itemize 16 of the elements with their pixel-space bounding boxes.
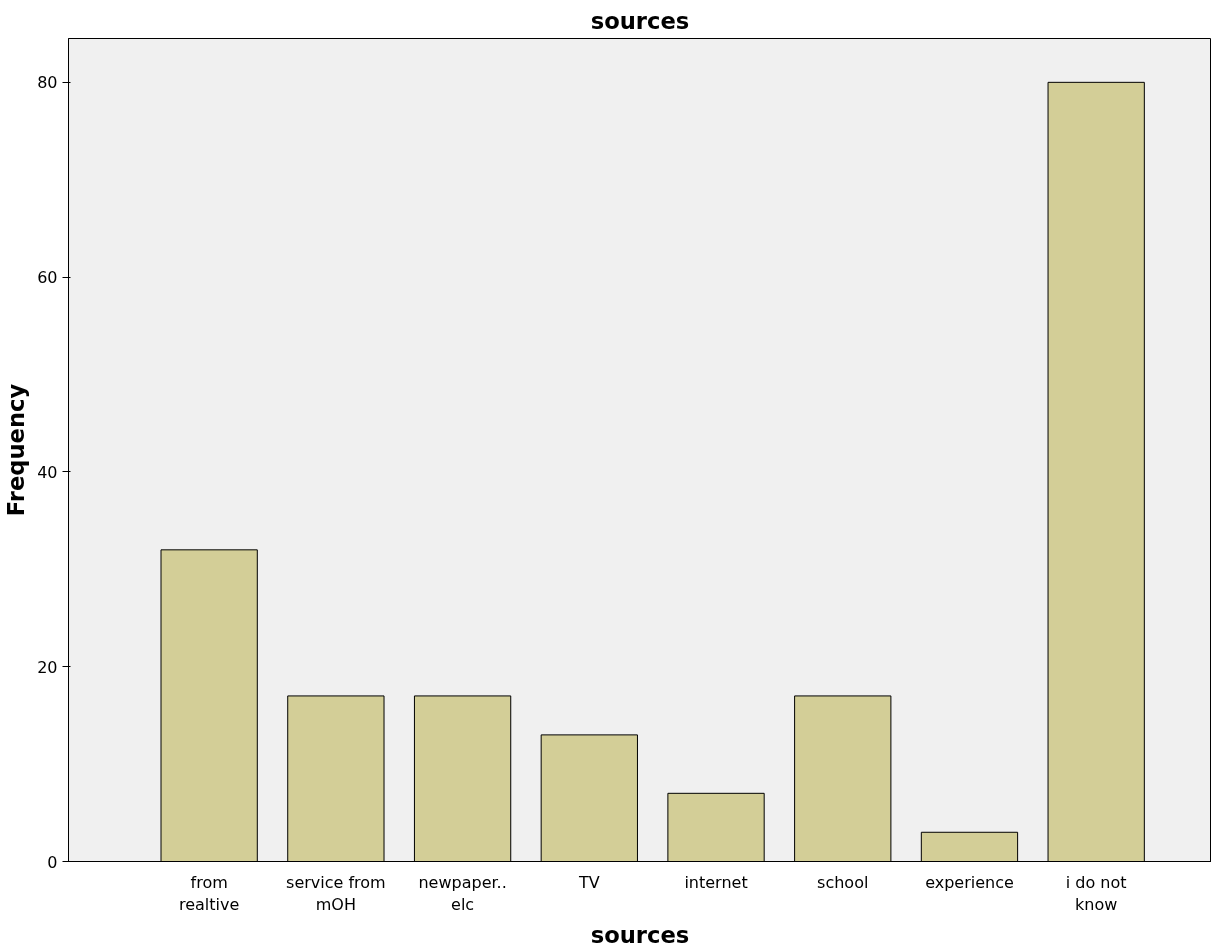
- x-tick-label: from realtive: [178, 872, 240, 915]
- chart-title: sources: [590, 7, 690, 34]
- y-tick-label: 80: [37, 73, 58, 93]
- x-axis-title: sources: [590, 922, 690, 949]
- y-tick-label: 20: [37, 657, 58, 677]
- x-tick-label: i do not know: [1065, 872, 1127, 915]
- x-tick-label: internet: [684, 872, 748, 892]
- y-tick-label: 40: [37, 462, 58, 482]
- x-tick-label: service from mOH: [286, 872, 386, 915]
- x-tick-label: experience: [925, 872, 1014, 892]
- y-tick-label: 0: [47, 852, 58, 872]
- x-tick-label: newpaper.. elc: [418, 872, 507, 915]
- x-tick-label: TV: [577, 872, 600, 892]
- y-axis-title: Frequency: [3, 383, 30, 517]
- x-tick-label: school: [817, 872, 869, 892]
- y-tick-label: 60: [37, 268, 58, 288]
